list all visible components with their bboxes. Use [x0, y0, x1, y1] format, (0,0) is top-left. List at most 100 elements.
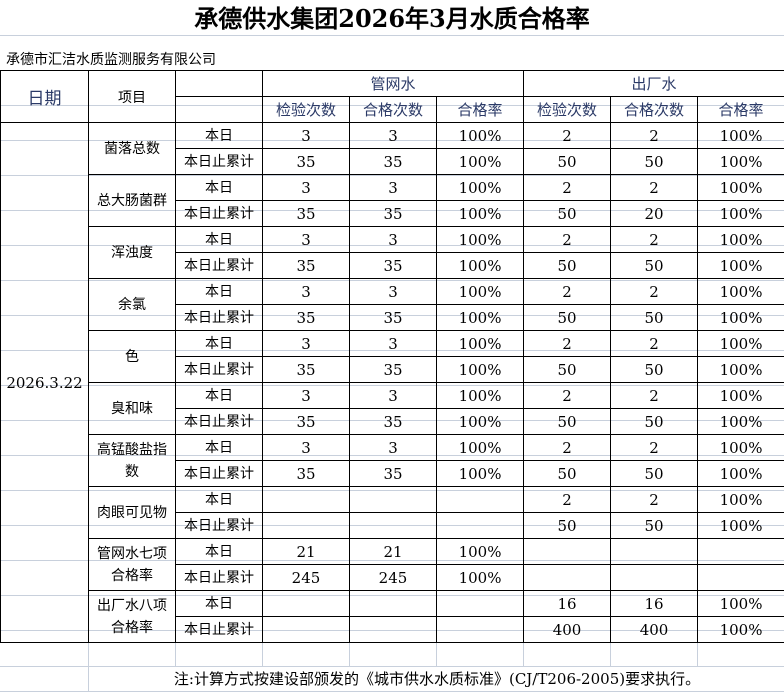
value-cell: 2	[611, 487, 698, 513]
period-label-text: 本日止累计	[179, 151, 259, 173]
value-cell: 50	[524, 149, 611, 175]
item-name-text: 管网水七项合格率	[92, 543, 172, 587]
header-pipe-water: 管网水	[263, 71, 524, 97]
value-cell: 400	[524, 617, 611, 643]
period-label: 本日止累计	[176, 409, 263, 435]
value-cell: 35	[263, 461, 350, 487]
header-date: 日期	[1, 71, 89, 123]
value-cell: 100%	[698, 149, 784, 175]
period-label: 本日	[176, 383, 263, 409]
value-cell: 100%	[437, 253, 524, 279]
value-cell: 100%	[437, 383, 524, 409]
value-cell: 35	[263, 357, 350, 383]
period-label-text: 本日	[179, 385, 259, 407]
item-name-text: 臭和味	[92, 398, 172, 420]
item-name: 管网水七项合格率	[89, 539, 176, 591]
value-cell: 2	[524, 279, 611, 305]
header-col: 合格率	[698, 97, 784, 123]
value-cell: 3	[263, 227, 350, 253]
footnote: 注:计算方式按建设部颁发的《城市供水水质标准》(CJ/T206-2005)要求执…	[90, 667, 784, 691]
period-label-text: 本日止累计	[179, 411, 259, 433]
value-cell: 100%	[698, 201, 784, 227]
value-cell: 100%	[698, 175, 784, 201]
period-label-text: 本日	[179, 125, 259, 147]
period-label: 本日止累计	[176, 565, 263, 591]
value-cell: 100%	[698, 383, 784, 409]
value-cell: 100%	[698, 305, 784, 331]
item-name: 浑浊度	[89, 227, 176, 279]
value-cell: 3	[263, 123, 350, 149]
period-label-text: 本日	[179, 333, 259, 355]
value-cell: 2	[611, 279, 698, 305]
value-cell: 35	[263, 305, 350, 331]
period-label: 本日止累计	[176, 461, 263, 487]
period-label: 本日止累计	[176, 513, 263, 539]
item-name: 高锰酸盐指数	[89, 435, 176, 487]
value-cell: 100%	[437, 305, 524, 331]
value-cell: 35	[263, 409, 350, 435]
value-cell	[437, 513, 524, 539]
value-cell: 20	[611, 201, 698, 227]
value-cell: 2	[611, 331, 698, 357]
value-cell	[437, 487, 524, 513]
value-cell: 2	[524, 331, 611, 357]
item-name-text: 色	[92, 346, 172, 368]
value-cell: 100%	[437, 409, 524, 435]
value-cell: 3	[350, 227, 437, 253]
value-cell: 35	[350, 201, 437, 227]
value-cell: 50	[611, 253, 698, 279]
period-label-text: 本日止累计	[179, 619, 259, 641]
period-label-text: 本日止累计	[179, 359, 259, 381]
value-cell: 21	[263, 539, 350, 565]
value-cell: 245	[263, 565, 350, 591]
value-cell	[611, 565, 698, 591]
value-cell: 100%	[437, 357, 524, 383]
period-label-text: 本日	[179, 437, 259, 459]
value-cell: 16	[611, 591, 698, 617]
value-cell	[437, 591, 524, 617]
value-cell: 100%	[698, 617, 784, 643]
value-cell: 35	[350, 253, 437, 279]
header-blank	[176, 71, 263, 97]
value-cell: 100%	[437, 461, 524, 487]
value-cell: 50	[611, 357, 698, 383]
period-label-text: 本日止累计	[179, 203, 259, 225]
value-cell	[263, 513, 350, 539]
period-label-text: 本日止累计	[179, 255, 259, 277]
header-blank	[176, 97, 263, 123]
value-cell	[263, 487, 350, 513]
header-col: 合格率	[437, 97, 524, 123]
value-cell: 3	[350, 279, 437, 305]
value-cell: 3	[263, 175, 350, 201]
value-cell	[263, 617, 350, 643]
value-cell: 2	[524, 123, 611, 149]
value-cell: 35	[350, 461, 437, 487]
period-label: 本日	[176, 175, 263, 201]
value-cell: 100%	[698, 253, 784, 279]
value-cell: 100%	[437, 331, 524, 357]
item-name-text: 余氯	[92, 294, 172, 316]
value-cell: 21	[350, 539, 437, 565]
item-name-text: 肉眼可见物	[92, 502, 172, 524]
value-cell: 35	[263, 201, 350, 227]
period-label: 本日	[176, 331, 263, 357]
value-cell: 3	[350, 331, 437, 357]
value-cell: 50	[524, 409, 611, 435]
item-name-text: 出厂水八项合格率	[92, 595, 172, 639]
period-label: 本日	[176, 487, 263, 513]
period-label: 本日止累计	[176, 617, 263, 643]
period-label: 本日止累计	[176, 253, 263, 279]
value-cell: 3	[263, 435, 350, 461]
value-cell	[611, 539, 698, 565]
value-cell: 2	[524, 487, 611, 513]
header-factory-water: 出厂水	[524, 71, 784, 97]
value-cell: 100%	[437, 279, 524, 305]
value-cell: 245	[350, 565, 437, 591]
value-cell: 2	[524, 435, 611, 461]
period-label-text: 本日	[179, 541, 259, 563]
